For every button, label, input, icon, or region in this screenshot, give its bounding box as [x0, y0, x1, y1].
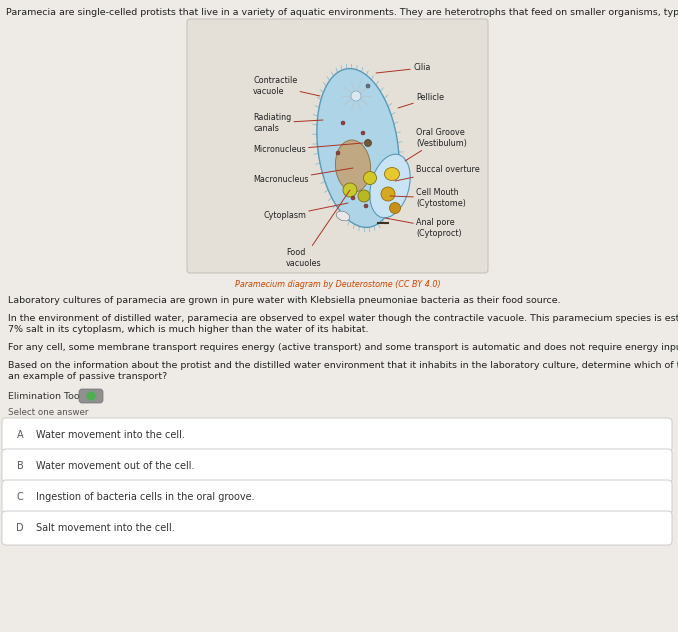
Ellipse shape	[336, 151, 340, 155]
Ellipse shape	[361, 131, 365, 135]
Text: B: B	[17, 461, 23, 471]
Ellipse shape	[351, 91, 361, 101]
Ellipse shape	[363, 171, 376, 185]
FancyBboxPatch shape	[2, 511, 672, 545]
Ellipse shape	[389, 202, 401, 214]
Text: A: A	[17, 430, 23, 440]
Text: Cilia: Cilia	[376, 63, 431, 73]
Text: For any cell, some membrane transport requires energy (active transport) and som: For any cell, some membrane transport re…	[8, 343, 678, 352]
Text: Food
vacuoles: Food vacuoles	[286, 190, 350, 268]
Ellipse shape	[370, 154, 410, 218]
Ellipse shape	[343, 183, 357, 197]
Text: Laboratory cultures of paramecia are grown in pure water with Klebsiella pneumon: Laboratory cultures of paramecia are gro…	[8, 296, 561, 305]
Ellipse shape	[351, 196, 355, 200]
Text: Paramecia are single-celled protists that live in a variety of aquatic environme: Paramecia are single-celled protists tha…	[6, 8, 678, 17]
Text: Oral Groove
(Vestibulum): Oral Groove (Vestibulum)	[405, 128, 467, 161]
Text: D: D	[16, 523, 24, 533]
Ellipse shape	[336, 211, 350, 221]
Text: Buccal overture: Buccal overture	[395, 166, 480, 181]
Ellipse shape	[365, 140, 372, 147]
Text: Radiating
canals: Radiating canals	[253, 113, 323, 133]
FancyBboxPatch shape	[187, 19, 488, 273]
Text: Contractile
vacuole: Contractile vacuole	[253, 76, 320, 96]
FancyBboxPatch shape	[79, 389, 103, 403]
Text: Ingestion of bacteria cells in the oral groove.: Ingestion of bacteria cells in the oral …	[36, 492, 255, 502]
Ellipse shape	[366, 84, 370, 88]
Ellipse shape	[364, 204, 368, 208]
Text: C: C	[17, 492, 23, 502]
Text: Macronucleus: Macronucleus	[253, 168, 353, 185]
Ellipse shape	[341, 121, 345, 125]
Text: Salt movement into the cell.: Salt movement into the cell.	[36, 523, 175, 533]
Text: Select one answer: Select one answer	[8, 408, 89, 417]
Text: Cell Mouth
(Cytostome): Cell Mouth (Cytostome)	[390, 188, 466, 208]
Ellipse shape	[381, 187, 395, 201]
Text: In the environment of distilled water, paramecia are observed to expel water tho: In the environment of distilled water, p…	[8, 314, 678, 323]
Circle shape	[87, 392, 95, 400]
Text: Based on the information about the protist and the distilled water environment t: Based on the information about the proti…	[8, 361, 678, 370]
Text: Paramecium diagram by Deuterostome (CC BY 4.0): Paramecium diagram by Deuterostome (CC B…	[235, 280, 440, 289]
Text: Water movement out of the cell.: Water movement out of the cell.	[36, 461, 195, 471]
Text: Cytoplasm: Cytoplasm	[263, 203, 348, 221]
FancyBboxPatch shape	[2, 418, 672, 452]
FancyBboxPatch shape	[2, 480, 672, 514]
Text: Anal pore
(Cytoproct): Anal pore (Cytoproct)	[385, 218, 462, 238]
Text: Water movement into the cell.: Water movement into the cell.	[36, 430, 185, 440]
Text: Micronucleus: Micronucleus	[253, 143, 363, 154]
Ellipse shape	[317, 69, 399, 228]
Ellipse shape	[336, 140, 371, 192]
FancyBboxPatch shape	[2, 449, 672, 483]
Text: an example of passive transport?: an example of passive transport?	[8, 372, 167, 381]
Text: Pellicle: Pellicle	[398, 94, 444, 108]
Text: 7% salt in its cytoplasm, which is much higher than the water of its habitat.: 7% salt in its cytoplasm, which is much …	[8, 325, 369, 334]
Ellipse shape	[358, 190, 370, 202]
Text: Elimination Tool: Elimination Tool	[8, 392, 82, 401]
Ellipse shape	[384, 167, 399, 181]
